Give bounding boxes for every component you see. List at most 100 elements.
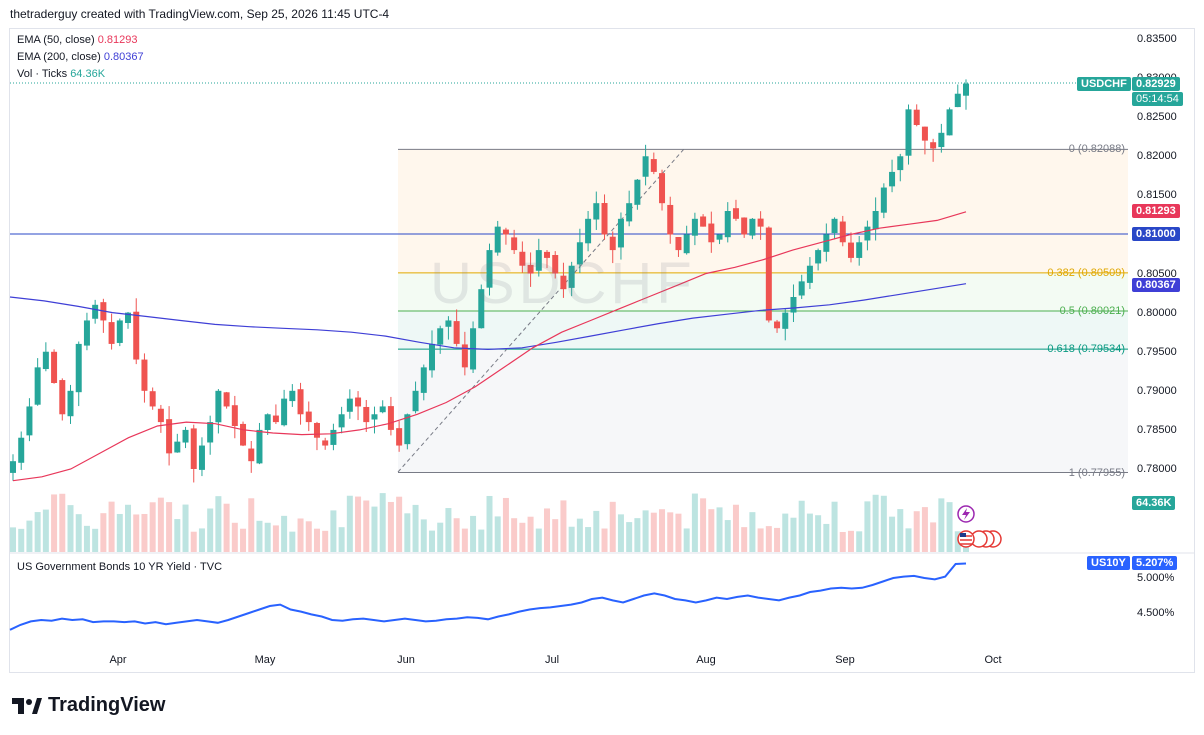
volume-bar xyxy=(330,510,337,552)
candle-body xyxy=(634,179,641,205)
candle-body xyxy=(650,159,657,172)
candle-body xyxy=(790,297,797,313)
candle-body xyxy=(700,216,707,227)
candle-body xyxy=(552,255,559,274)
candle-body xyxy=(83,320,90,346)
candle-body xyxy=(18,437,25,463)
volume-bar xyxy=(889,516,896,552)
volume-bar xyxy=(839,531,846,552)
candle-body xyxy=(889,171,896,187)
candle-body xyxy=(568,265,575,288)
price-tick: 0.81500 xyxy=(1137,189,1177,202)
us-flag-events[interactable] xyxy=(957,530,1002,548)
volume-bar xyxy=(264,522,271,552)
hline-badge: 0.81000 xyxy=(1132,227,1180,241)
candle-body xyxy=(67,390,74,417)
candle-body xyxy=(757,218,764,227)
volume-bar xyxy=(133,514,140,552)
bond-pane-title: US Government Bonds 10 YR Yield · TVC xyxy=(17,561,223,573)
tradingview-logo-text: TradingView xyxy=(48,694,166,716)
candle-body xyxy=(486,250,493,288)
candle-body xyxy=(626,203,633,222)
tradingview-logo[interactable]: TradingView xyxy=(12,694,165,717)
candle-body xyxy=(346,398,353,412)
volume-bar xyxy=(297,518,304,552)
symbol-badge[interactable]: USDCHF xyxy=(1077,77,1131,91)
volume-bar xyxy=(872,494,879,552)
volume-bar xyxy=(289,531,296,552)
ema200-line[interactable] xyxy=(9,283,967,351)
volume-bar xyxy=(141,513,148,552)
candle-body xyxy=(585,218,592,244)
volume-bar xyxy=(519,522,526,552)
volume-bar xyxy=(26,520,33,552)
volume-bar xyxy=(125,504,132,552)
candle-body xyxy=(363,406,370,423)
legend-ema50[interactable]: EMA (50, close) 0.81293 xyxy=(17,34,137,46)
ema50-line[interactable] xyxy=(12,211,967,482)
volume-bar xyxy=(478,529,485,552)
candle-body xyxy=(125,312,132,324)
candle-body xyxy=(749,218,756,236)
candle-body xyxy=(963,83,969,96)
candle-body xyxy=(798,281,805,296)
candle-body xyxy=(166,419,173,454)
volume-bar xyxy=(453,518,460,552)
legend-ema50-label: EMA (50, close) xyxy=(17,34,95,46)
volume-bar xyxy=(560,500,567,552)
volume-bar xyxy=(650,512,657,552)
candle-body xyxy=(330,429,337,445)
countdown-badge: 05:14:54 xyxy=(1132,92,1183,106)
candle-body xyxy=(880,187,887,213)
price-tick: 0.78000 xyxy=(1137,463,1177,475)
candle-body xyxy=(190,428,197,469)
candle-body xyxy=(75,343,82,393)
volume-bar xyxy=(823,523,830,552)
fib-level-label: 0 (0.82088) xyxy=(1068,143,1125,156)
price-tick: 0.82000 xyxy=(1137,150,1177,163)
bond-symbol-badge[interactable]: US10Y xyxy=(1087,556,1130,570)
volume-bar xyxy=(585,527,592,552)
volume-bar xyxy=(116,513,123,552)
volume-bar xyxy=(412,504,419,552)
time-label-jun: Jun xyxy=(397,654,415,666)
candle-body xyxy=(92,304,99,319)
volume-bar xyxy=(470,515,477,552)
volume-bar xyxy=(913,511,920,552)
legend-ema200[interactable]: EMA (200, close) 0.80367 xyxy=(17,51,144,63)
volume-bar xyxy=(215,496,222,552)
volume-bar xyxy=(92,528,99,552)
candle-body xyxy=(322,440,329,446)
candle-body xyxy=(174,441,181,453)
volume-bar xyxy=(240,528,247,552)
legend-volume-label: Vol · Ticks xyxy=(17,68,68,80)
candle-body xyxy=(683,234,690,254)
volume-bar xyxy=(601,528,608,552)
candle-body xyxy=(338,414,345,428)
candle-body xyxy=(724,211,731,238)
candle-body xyxy=(905,109,912,156)
candle-body xyxy=(560,275,567,290)
bond-yield-line[interactable] xyxy=(9,562,967,631)
legend-volume[interactable]: Vol · Ticks 64.36K xyxy=(17,68,105,80)
volume-bar xyxy=(322,530,329,552)
volume-bar xyxy=(149,502,156,552)
last-price-badge[interactable]: 0.82929 xyxy=(1132,77,1180,91)
time-label-sep: Sep xyxy=(835,654,855,666)
volume-bar xyxy=(59,493,66,552)
volume-bar xyxy=(494,516,501,552)
volume-bar xyxy=(774,527,781,552)
volume-bar xyxy=(798,500,805,552)
volume-bar xyxy=(83,525,90,552)
candle-body xyxy=(913,109,920,125)
price-tick: 0.80500 xyxy=(1137,267,1177,280)
candle-body xyxy=(511,237,518,251)
candle-body xyxy=(732,208,739,219)
bond-tick-45: 4.500% xyxy=(1137,607,1175,619)
volume-bar xyxy=(708,509,715,552)
volume-bar xyxy=(157,497,164,552)
chart-frame xyxy=(9,28,1195,673)
volume-bar xyxy=(732,504,739,552)
time-label-aug: Aug xyxy=(696,654,716,666)
